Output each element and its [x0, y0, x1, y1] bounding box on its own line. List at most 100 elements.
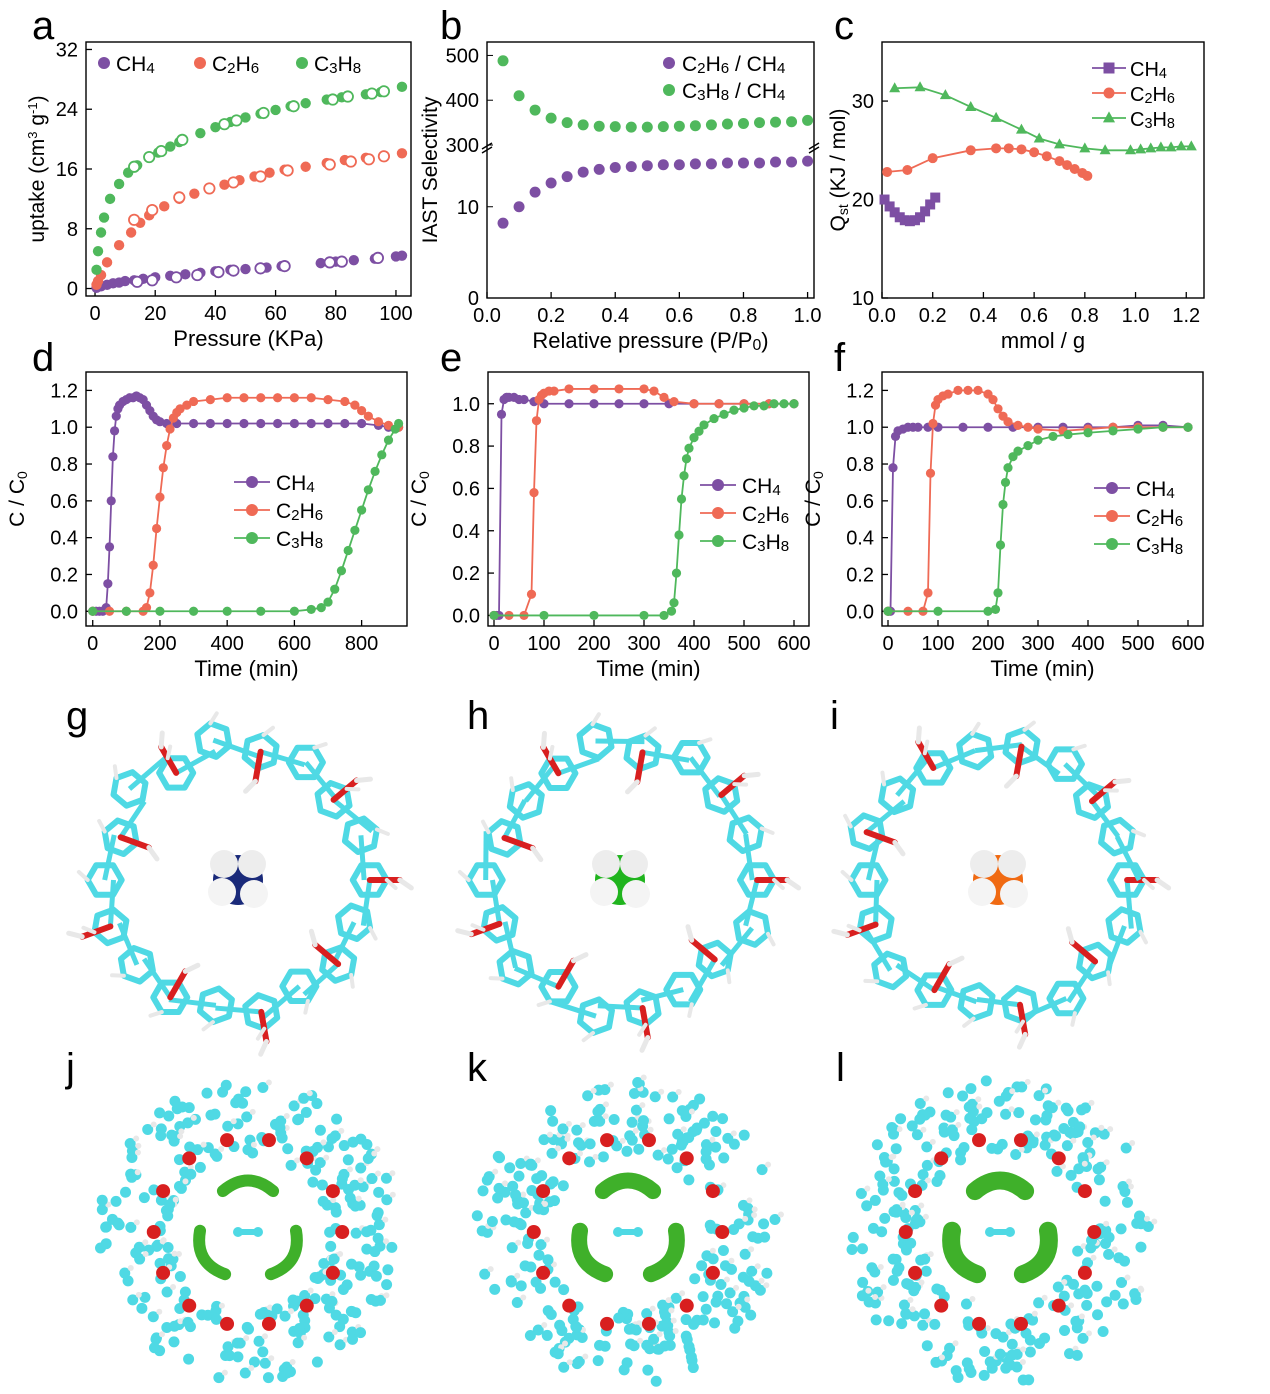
data-point-C3H8-CH4 [529, 104, 541, 116]
data-point-open-C2H6 [377, 150, 391, 163]
data-point-CH4 [564, 399, 574, 409]
carbon-atom [909, 1281, 921, 1293]
series-line-CH4 [92, 394, 399, 613]
carbon-atom [707, 1110, 719, 1122]
hydrogen-atom [1068, 1302, 1075, 1309]
x-tick-label: 500 [727, 633, 760, 655]
carbon-atom [1129, 1289, 1141, 1301]
y-tick-label: 0.0 [452, 605, 480, 627]
data-point-open-CH4 [371, 251, 384, 264]
hydrogen-atom [955, 1121, 962, 1128]
carbon-atom [1052, 1281, 1064, 1293]
hydrogen-atom [534, 1157, 541, 1164]
legend-marker [1106, 538, 1118, 550]
carbon-atom [914, 1097, 926, 1109]
hydrogen-atom [520, 1191, 527, 1198]
y-tick-label: 10 [852, 288, 874, 310]
y-tick-label: 0 [67, 279, 78, 301]
carbon-atom [856, 1290, 868, 1302]
data-point-CH4 [205, 418, 215, 429]
data-point-C3H8-CH4 [641, 121, 653, 133]
y-tick-label: 400 [446, 90, 479, 112]
hydrogen-atom [492, 1168, 499, 1175]
carbon-atom [248, 1356, 260, 1368]
carbon-atom [325, 1240, 337, 1252]
benzene-ring [1044, 746, 1085, 782]
data-point-open-C2H6 [323, 158, 336, 171]
benzene-ring [341, 815, 380, 856]
benzene-ring [663, 971, 704, 1008]
hydrogen-atom [603, 1101, 610, 1108]
carbon-atom [883, 1315, 895, 1327]
data-point-C3H8 [589, 610, 599, 621]
hydrogen-atom [1018, 1146, 1025, 1153]
carbon-atom [525, 1158, 537, 1170]
data-point-open-CH4 [254, 262, 267, 275]
y-tick-label: 16 [56, 159, 78, 181]
carbon-atom [541, 1329, 553, 1341]
data-point-C3H8 [1063, 429, 1073, 440]
carbon-atom [758, 1218, 770, 1230]
hydrogen-atom [170, 1284, 177, 1291]
carbon-atom [896, 1318, 908, 1330]
data-point-C3H8 [995, 540, 1006, 550]
carbon-atom [524, 1329, 536, 1341]
carbon-atom [930, 1356, 942, 1368]
carbon-atom [1092, 1309, 1104, 1321]
data-point-C3H8 [1099, 144, 1111, 155]
carbon-atom [960, 1298, 972, 1310]
benzene-ring [117, 945, 156, 985]
nci-structure-l [846, 1075, 1158, 1386]
carbon-atom [330, 1206, 342, 1218]
data-point-CH4 [925, 199, 936, 210]
panel-label-a: a [32, 4, 55, 48]
data-point-C2H6-CH4 [625, 161, 637, 173]
carbon-atom [1024, 1334, 1036, 1346]
hydrogen-atom [338, 1127, 345, 1134]
bond [260, 984, 301, 1021]
data-point-open-C3H8 [230, 114, 243, 127]
data-point-CH4 [396, 250, 408, 261]
molecular-structure-g [66, 711, 414, 1057]
data-point-CH4 [889, 207, 900, 218]
hydrogen-bond [1071, 743, 1087, 752]
carbon-atom [1079, 1284, 1091, 1296]
chart-b: 0.0 0.2 0.4 0.6 0.8 1.0 0 10 300 400 500 Relative p… [419, 41, 821, 354]
carbon-atom [355, 1327, 367, 1339]
hydrogen-bond [354, 776, 373, 784]
data-point-open-CH4 [212, 265, 225, 279]
carbon-atom [738, 1129, 750, 1141]
x-tick-label: 100 [379, 303, 412, 325]
x-tick-label: 100 [921, 633, 954, 655]
benzene-ring [733, 908, 772, 948]
hydrogen-atom [357, 1177, 364, 1184]
nci-surface [571, 1222, 614, 1283]
oxygen-atom [562, 1151, 577, 1166]
oxygen-atom [182, 1151, 197, 1166]
carbon-atom [220, 1079, 232, 1091]
data-point-C3H8-CH4 [770, 116, 782, 128]
y-axis-label: IAST Selectivity [419, 96, 442, 243]
legend-marker [712, 535, 724, 547]
y-tick-label: 0.0 [50, 601, 78, 623]
carbon-atom [715, 1279, 727, 1291]
bond [127, 754, 169, 791]
carbon-atom [890, 1143, 902, 1155]
legend-marker [1103, 62, 1115, 74]
hydrogen-bond [308, 928, 318, 948]
data-point-C3H8 [669, 598, 679, 608]
data-point-CH4 [639, 399, 649, 409]
hydrogen-bond [208, 711, 219, 726]
hydrogen-atom [1078, 1313, 1085, 1320]
data-point-C2H6 [113, 240, 125, 251]
data-point-C3H8 [983, 606, 993, 616]
data-point-C2H6 [988, 395, 998, 405]
hydrogen-atom [1033, 1131, 1040, 1138]
hydrogen-atom [562, 1340, 569, 1347]
carbon-atom [355, 1133, 367, 1145]
carbon-atom [142, 1123, 154, 1135]
data-point-C2H6 [306, 393, 316, 403]
carbon-atom [471, 1210, 483, 1222]
legend-label: C2H6 [212, 53, 259, 77]
x-tick-label: 20 [144, 303, 166, 325]
